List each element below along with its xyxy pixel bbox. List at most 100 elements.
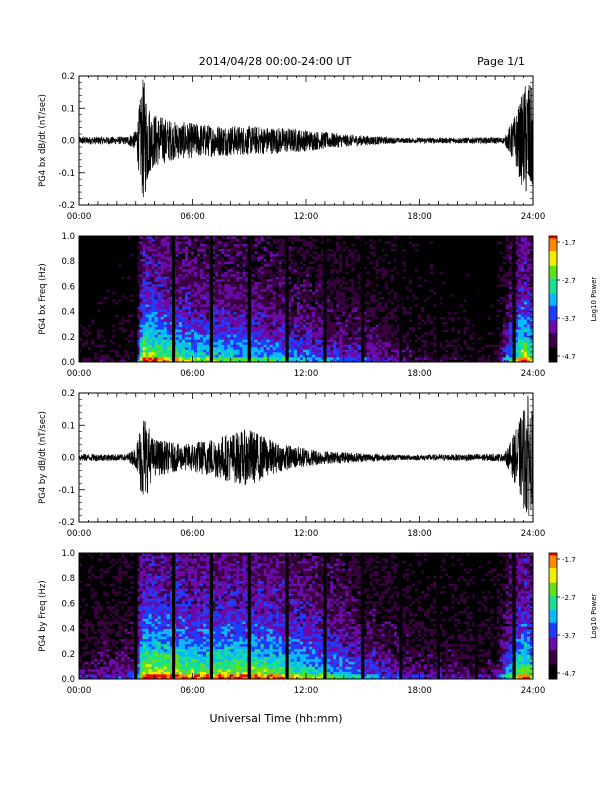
spectrogram-cell: [187, 311, 192, 315]
spectrogram-cell: [215, 273, 219, 277]
spectrogram-cell: [212, 286, 216, 290]
spectrogram-cell: [272, 253, 277, 257]
spectrogram-cell: [287, 246, 292, 249]
spectrogram-cell: [109, 248, 113, 252]
spectrogram-cell: [363, 241, 367, 244]
x-tick-label: 12:00: [294, 212, 319, 222]
spectrogram-cell: [124, 316, 128, 320]
spectrogram-cell: [251, 276, 255, 280]
spectrogram-cell: [281, 291, 286, 295]
spectrogram-cell: [330, 278, 334, 282]
spectrogram-cell: [124, 278, 128, 282]
spectrogram-cell: [106, 251, 110, 255]
spectrogram-cell: [130, 316, 134, 320]
spectrogram-cell: [227, 341, 231, 345]
spectrogram-cell: [218, 278, 222, 282]
spectrogram-cell: [136, 286, 140, 290]
spectrogram-cell: [287, 283, 292, 287]
spectrogram-cell: [112, 314, 116, 318]
spectrogram-cell: [127, 253, 131, 257]
spectrogram-cell: [215, 258, 219, 262]
spectrogram-cell: [293, 276, 298, 280]
spectrogram-cell: [306, 341, 310, 345]
spectrogram-cell: [163, 356, 168, 360]
spectrogram-cell: [363, 321, 367, 325]
spectrogram-cell: [166, 324, 171, 328]
spectrogram-cell: [109, 344, 113, 348]
spectrogram-cell: [290, 314, 295, 318]
spectrogram-cell: [118, 261, 122, 265]
spectrogram-cell: [94, 341, 98, 345]
spectrogram-cell: [91, 281, 95, 285]
spectrogram-cell: [142, 304, 146, 307]
spectrogram-cell: [212, 236, 216, 239]
spectrogram-cell: [109, 346, 113, 350]
spectrogram-cell: [142, 299, 146, 302]
spectrogram-cell: [312, 314, 316, 318]
spectrogram-cell: [354, 248, 358, 252]
spectrogram-cell: [106, 311, 110, 315]
spectrogram-cell: [345, 276, 349, 280]
spectrogram-cell: [266, 301, 271, 305]
spectrogram-cell: [206, 261, 210, 265]
spectrogram-cell: [251, 344, 255, 348]
spectrogram-cell: [124, 314, 128, 318]
spectrogram-cell: [100, 248, 104, 252]
spectrogram-cell: [163, 273, 168, 277]
spectrogram-cell: [181, 299, 186, 302]
spectrogram-cell: [260, 276, 265, 280]
spectrogram-cell: [115, 246, 119, 249]
spectrogram-cell: [218, 306, 222, 310]
spectrogram-cell: [245, 296, 249, 300]
spectrogram-cell: [148, 321, 153, 325]
spectrogram-cell: [327, 306, 331, 310]
spectrogram-cell: [85, 296, 89, 300]
spectrogram-cell: [281, 321, 286, 325]
spectrogram-cell: [157, 258, 162, 262]
spectrogram-cell: [103, 278, 107, 282]
spectrogram-cell: [306, 354, 310, 358]
spectrogram-cell: [278, 236, 283, 239]
spectrogram-cell: [318, 286, 322, 290]
spectrogram-cell: [339, 266, 343, 270]
spectrogram-cell: [145, 296, 150, 300]
spectrogram-cell: [336, 273, 340, 277]
spectrogram-cell: [154, 283, 159, 287]
spectrogram-cell: [221, 293, 225, 297]
spectrogram-cell: [79, 321, 83, 325]
spectrogram-cell: [336, 281, 340, 285]
spectrogram-cell: [315, 299, 319, 302]
spectrogram-cell: [296, 266, 301, 270]
spectrogram-cell: [293, 316, 298, 320]
spectrogram-cell: [296, 238, 301, 242]
spectrogram-cell: [206, 236, 210, 239]
spectrogram-cell: [160, 344, 165, 348]
spectrogram-cell: [82, 281, 86, 285]
spectrogram-cell: [112, 324, 116, 328]
spectrogram-cell: [109, 261, 113, 265]
spectrogram-cell: [148, 271, 153, 275]
spectrogram-cell: [312, 309, 316, 312]
spectrogram-cell: [88, 256, 92, 260]
spectrogram-cell: [315, 301, 319, 305]
spectrogram-cell: [342, 246, 346, 249]
spectrogram-cell: [333, 319, 337, 323]
spectrogram-cell: [106, 278, 110, 282]
spectrogram-cell: [275, 324, 280, 328]
spectrogram-cell: [266, 326, 271, 330]
spectrogram-cell: [121, 304, 125, 307]
spectrogram-cell: [145, 248, 150, 252]
spectrogram-cell: [160, 281, 165, 285]
spectrogram-cell: [230, 296, 234, 300]
spectrogram-cell: [269, 331, 274, 335]
spectrogram-cell: [151, 299, 156, 302]
spectrogram-cell: [306, 321, 310, 325]
spectrogram-cell: [166, 251, 171, 255]
spectrogram-cell: [363, 271, 367, 275]
spectrogram-cell: [154, 261, 159, 265]
spectrogram-cell: [160, 241, 165, 244]
spectrogram-cell: [194, 326, 198, 330]
spectrogram-cell: [203, 334, 207, 338]
spectrogram-cell: [296, 336, 301, 340]
spectrogram-cell: [151, 349, 156, 353]
